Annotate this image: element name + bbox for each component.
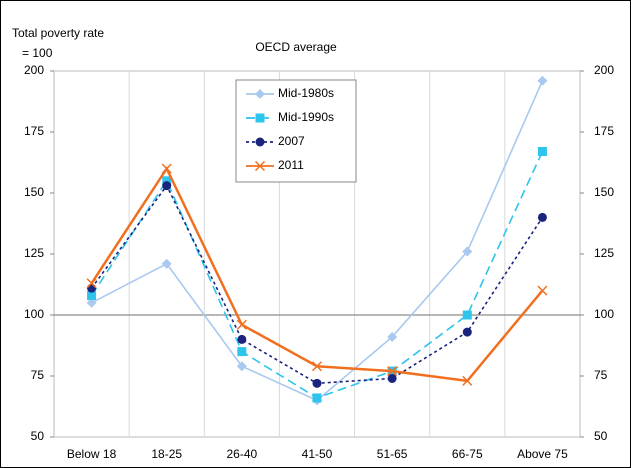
- y-tick-label: 75: [31, 368, 45, 382]
- y2-tick-label: 175: [594, 124, 614, 138]
- marker: [236, 361, 247, 372]
- marker: [462, 375, 473, 386]
- x-tick-label: 26-40: [227, 447, 258, 461]
- marker: [537, 147, 547, 157]
- marker: [236, 319, 247, 330]
- marker: [86, 278, 97, 289]
- y2-tick-label: 75: [594, 368, 608, 382]
- marker: [537, 285, 548, 296]
- y2-tick-label: 200: [594, 63, 614, 77]
- x-tick-label: 66-75: [452, 447, 483, 461]
- marker: [311, 361, 323, 372]
- y-tick-label: 100: [24, 307, 44, 321]
- marker: [387, 366, 398, 377]
- y2-tick-label: 150: [594, 185, 614, 199]
- marker: [537, 75, 548, 86]
- legend-label: Mid-1990s: [278, 110, 334, 124]
- y-tick-label: 125: [24, 246, 44, 260]
- legend-marker: [255, 113, 265, 123]
- y2-tick-label: 125: [594, 246, 614, 260]
- x-tick-label: 51-65: [377, 447, 408, 461]
- marker: [161, 163, 172, 174]
- chart-title: OECD average: [255, 40, 337, 54]
- marker: [312, 393, 322, 403]
- y-axis-label: Total poverty rate: [12, 26, 104, 40]
- x-tick-label: 18-25: [151, 447, 182, 461]
- marker: [87, 290, 97, 300]
- marker: [312, 378, 322, 388]
- legend-label: 2011: [278, 158, 304, 172]
- marker: [462, 246, 473, 257]
- marker: [462, 310, 472, 320]
- legend-label: Mid-1980s: [278, 86, 334, 100]
- x-tick-label: Below 18: [67, 447, 117, 461]
- legend-marker: [254, 160, 266, 172]
- marker: [87, 283, 97, 293]
- legend-label: 2007: [278, 134, 305, 148]
- y2-tick-label: 100: [594, 307, 614, 321]
- legend-marker: [255, 89, 265, 99]
- marker: [162, 181, 172, 191]
- marker: [86, 297, 97, 308]
- y-axis-label: = 100: [22, 46, 53, 60]
- y-tick-label: 175: [24, 124, 44, 138]
- marker: [387, 331, 398, 342]
- y-tick-label: 50: [31, 429, 45, 443]
- marker: [162, 176, 172, 186]
- legend: Mid-1980s Mid-1990s 2007 2011: [235, 79, 357, 183]
- marker: [161, 258, 172, 269]
- legend-marker: [255, 137, 265, 147]
- legend-box: [235, 79, 357, 183]
- marker: [462, 327, 472, 337]
- marker: [237, 347, 247, 357]
- y-tick-label: 200: [24, 63, 44, 77]
- x-tick-label: Above 75: [517, 447, 568, 461]
- marker: [537, 212, 547, 222]
- x-tick-label: 41-50: [302, 447, 333, 461]
- y2-tick-label: 50: [594, 429, 608, 443]
- marker: [387, 373, 397, 383]
- y-tick-label: 150: [24, 185, 44, 199]
- marker: [237, 334, 247, 344]
